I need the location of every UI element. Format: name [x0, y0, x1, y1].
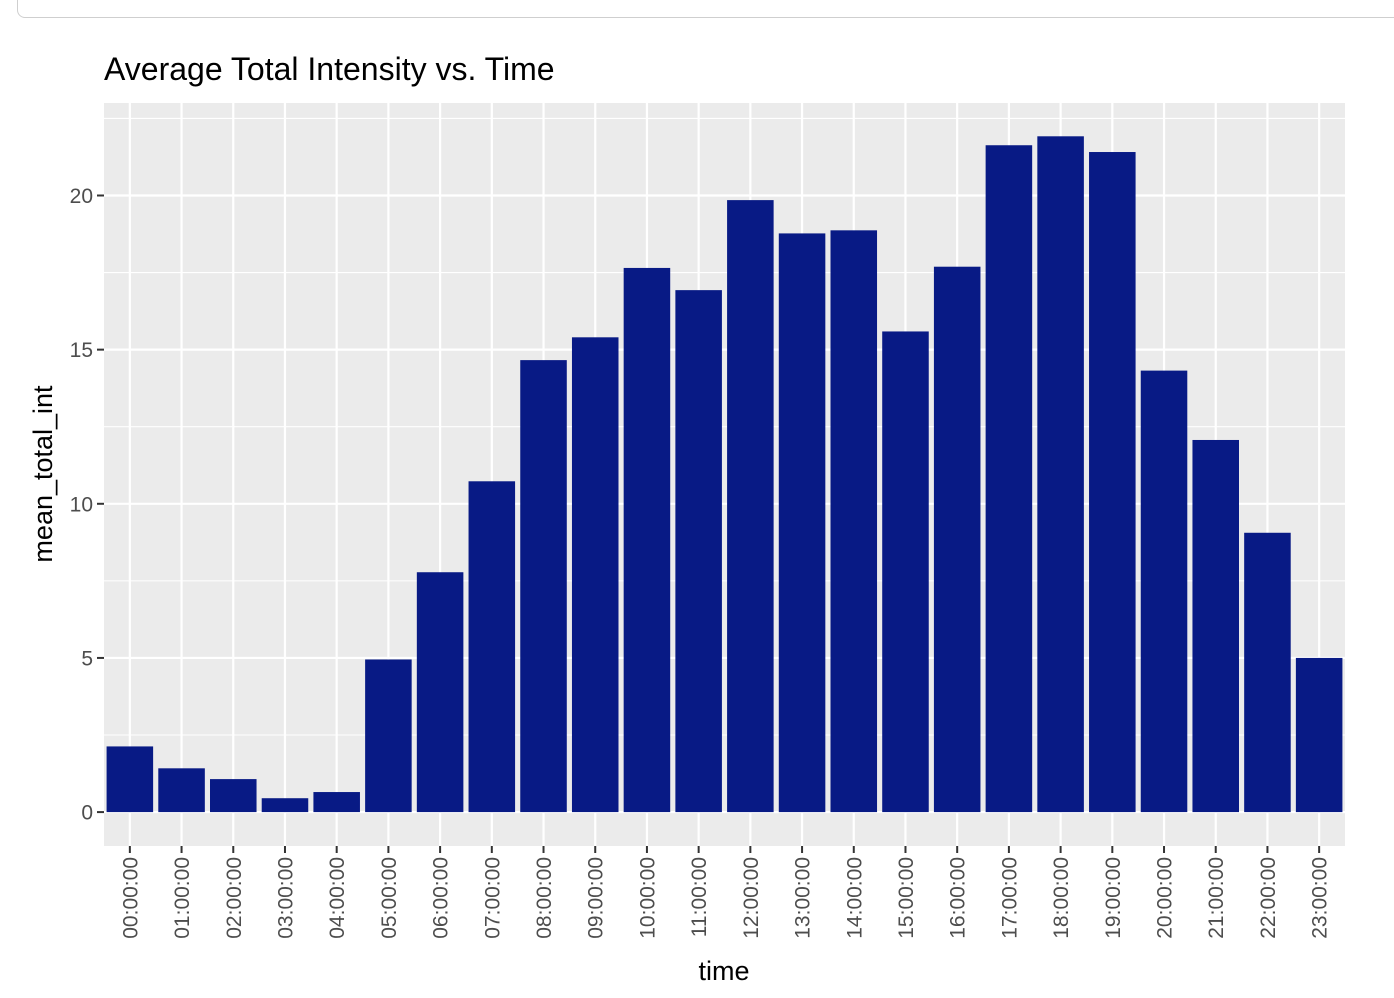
y-tick-label: 10	[70, 493, 93, 516]
y-tick-label: 0	[81, 802, 93, 825]
x-tick-label: 16:00:00	[947, 857, 970, 939]
x-axis: 00:00:00 01:00:00 02:00:00 03:00:00 04:00:00…	[119, 846, 1332, 939]
bar-15	[882, 331, 929, 813]
x-tick-label: 12:00:00	[740, 857, 763, 939]
bar-03	[261, 798, 309, 813]
x-tick-label: 06:00:00	[430, 857, 453, 939]
bar-02	[210, 779, 257, 813]
y-tick-label: 15	[70, 339, 93, 362]
bar-14	[830, 230, 878, 813]
x-tick-label: 19:00:00	[1102, 857, 1125, 939]
bars	[106, 136, 1343, 813]
x-tick-label: 14:00:00	[843, 857, 866, 939]
container-frame	[17, 0, 1394, 18]
x-tick-label: 23:00:00	[1309, 857, 1332, 939]
bar-08	[520, 360, 567, 813]
x-tick-label: 18:00:00	[1050, 857, 1073, 939]
bar-07	[468, 481, 516, 813]
bar-11	[675, 290, 722, 813]
bar-17	[985, 145, 1033, 813]
minor-gridlines	[104, 117, 1345, 736]
bar-01	[158, 768, 205, 813]
bar-12	[727, 200, 774, 813]
bar-18	[1037, 136, 1084, 813]
bar-05	[365, 659, 412, 813]
x-tick-label: 02:00:00	[223, 857, 246, 939]
chart-title: Average Total Intensity vs. Time	[104, 51, 555, 87]
bar-19	[1089, 152, 1136, 813]
y-axis-label: mean_total_int	[28, 385, 58, 563]
bar-23	[1295, 657, 1343, 813]
bar-00	[106, 746, 154, 813]
y-axis: 0 5 10 15 20	[70, 185, 104, 825]
bar-09	[571, 337, 619, 813]
x-tick-label: 22:00:00	[1257, 857, 1280, 939]
x-tick-label: 13:00:00	[792, 857, 815, 939]
x-tick-label: 09:00:00	[585, 857, 608, 939]
x-tick-label: 07:00:00	[481, 857, 504, 939]
x-tick-label: 17:00:00	[998, 857, 1021, 939]
y-tick-label: 5	[81, 647, 93, 670]
bar-21	[1192, 439, 1239, 813]
x-tick-label: 20:00:00	[1154, 857, 1177, 939]
plot-panel	[104, 103, 1345, 846]
x-tick-label: 08:00:00	[533, 857, 556, 939]
x-tick-label: 05:00:00	[378, 857, 401, 939]
x-tick-label: 21:00:00	[1205, 857, 1228, 939]
bar-06	[416, 572, 464, 813]
x-tick-label: 15:00:00	[895, 857, 918, 939]
bar-22	[1244, 532, 1291, 813]
bar-13	[778, 233, 826, 813]
x-tick-label: 00:00:00	[119, 857, 142, 939]
bar-20	[1140, 370, 1188, 813]
x-axis-label: time	[698, 956, 749, 986]
bar-10	[623, 267, 671, 813]
x-tick-label: 11:00:00	[688, 857, 711, 937]
x-tick-label: 03:00:00	[274, 857, 297, 939]
bar-04	[313, 792, 360, 813]
bar-16	[933, 266, 981, 813]
x-tick-label: 04:00:00	[326, 857, 349, 939]
x-tick-label: 01:00:00	[171, 857, 194, 939]
x-tick-label: 10:00:00	[636, 857, 659, 939]
y-tick-label: 20	[70, 185, 93, 208]
